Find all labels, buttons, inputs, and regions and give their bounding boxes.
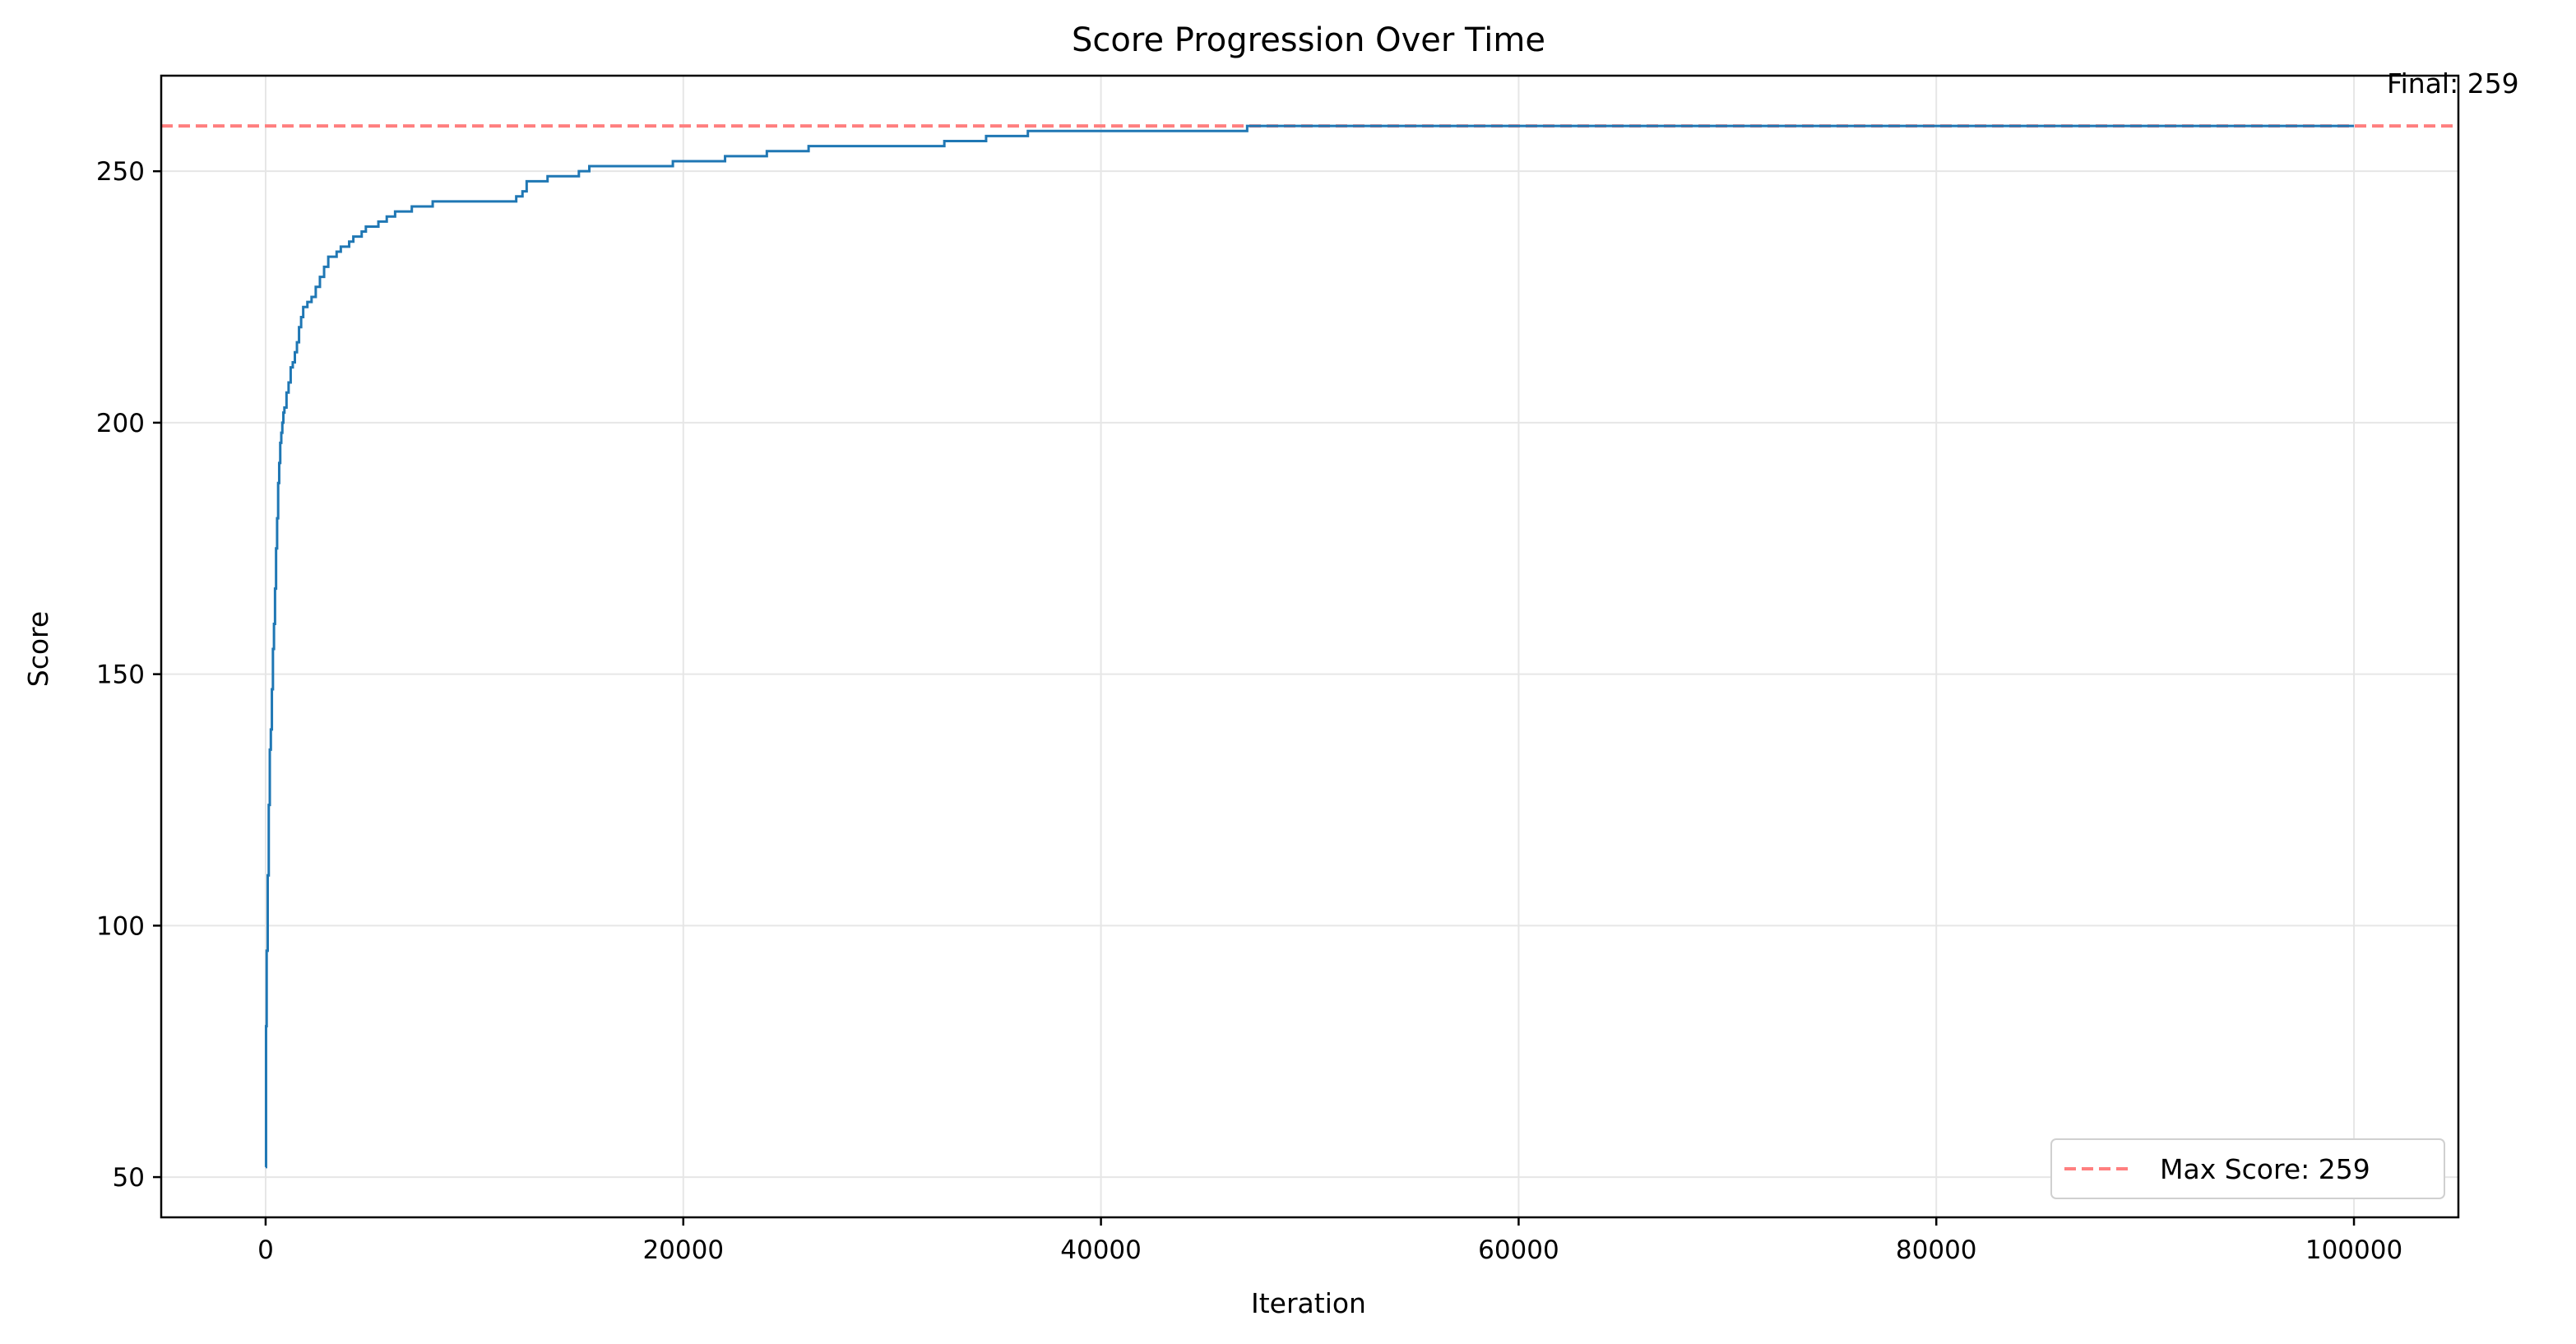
x-tick-label-2: 40000 <box>1060 1235 1142 1265</box>
x-axis-label: Iteration <box>1251 1287 1366 1319</box>
y-axis-label: Score <box>22 611 54 687</box>
y-tick-label-3: 200 <box>96 409 145 438</box>
x-tick-label-4: 80000 <box>1896 1235 1977 1265</box>
x-tick-label-5: 100000 <box>2305 1235 2402 1265</box>
axes-frame <box>160 74 2460 1219</box>
y-tick-label-2: 150 <box>96 660 145 690</box>
x-tick-label-1: 20000 <box>642 1235 724 1265</box>
x-tick-label-3: 60000 <box>1478 1235 1559 1265</box>
final-score-annotation: Final: 259 <box>2387 67 2519 100</box>
plot-area: 0 20000 40000 60000 80000 100000 50 100 150 200 25… <box>96 67 2519 1265</box>
y-tick-label-1: 100 <box>96 911 145 941</box>
chart-title: Score Progression Over Time <box>1072 21 1545 59</box>
legend-box <box>2050 1138 2445 1199</box>
y-tick-label-0: 50 <box>113 1163 145 1193</box>
score-series-line <box>264 124 2355 1169</box>
y-tick-label-4: 250 <box>96 157 145 187</box>
legend-label-max-score: Max Score: 259 <box>2160 1153 2370 1185</box>
legend: Max Score: 259 <box>2050 1138 2445 1199</box>
x-tick-label-0: 0 <box>257 1235 274 1265</box>
